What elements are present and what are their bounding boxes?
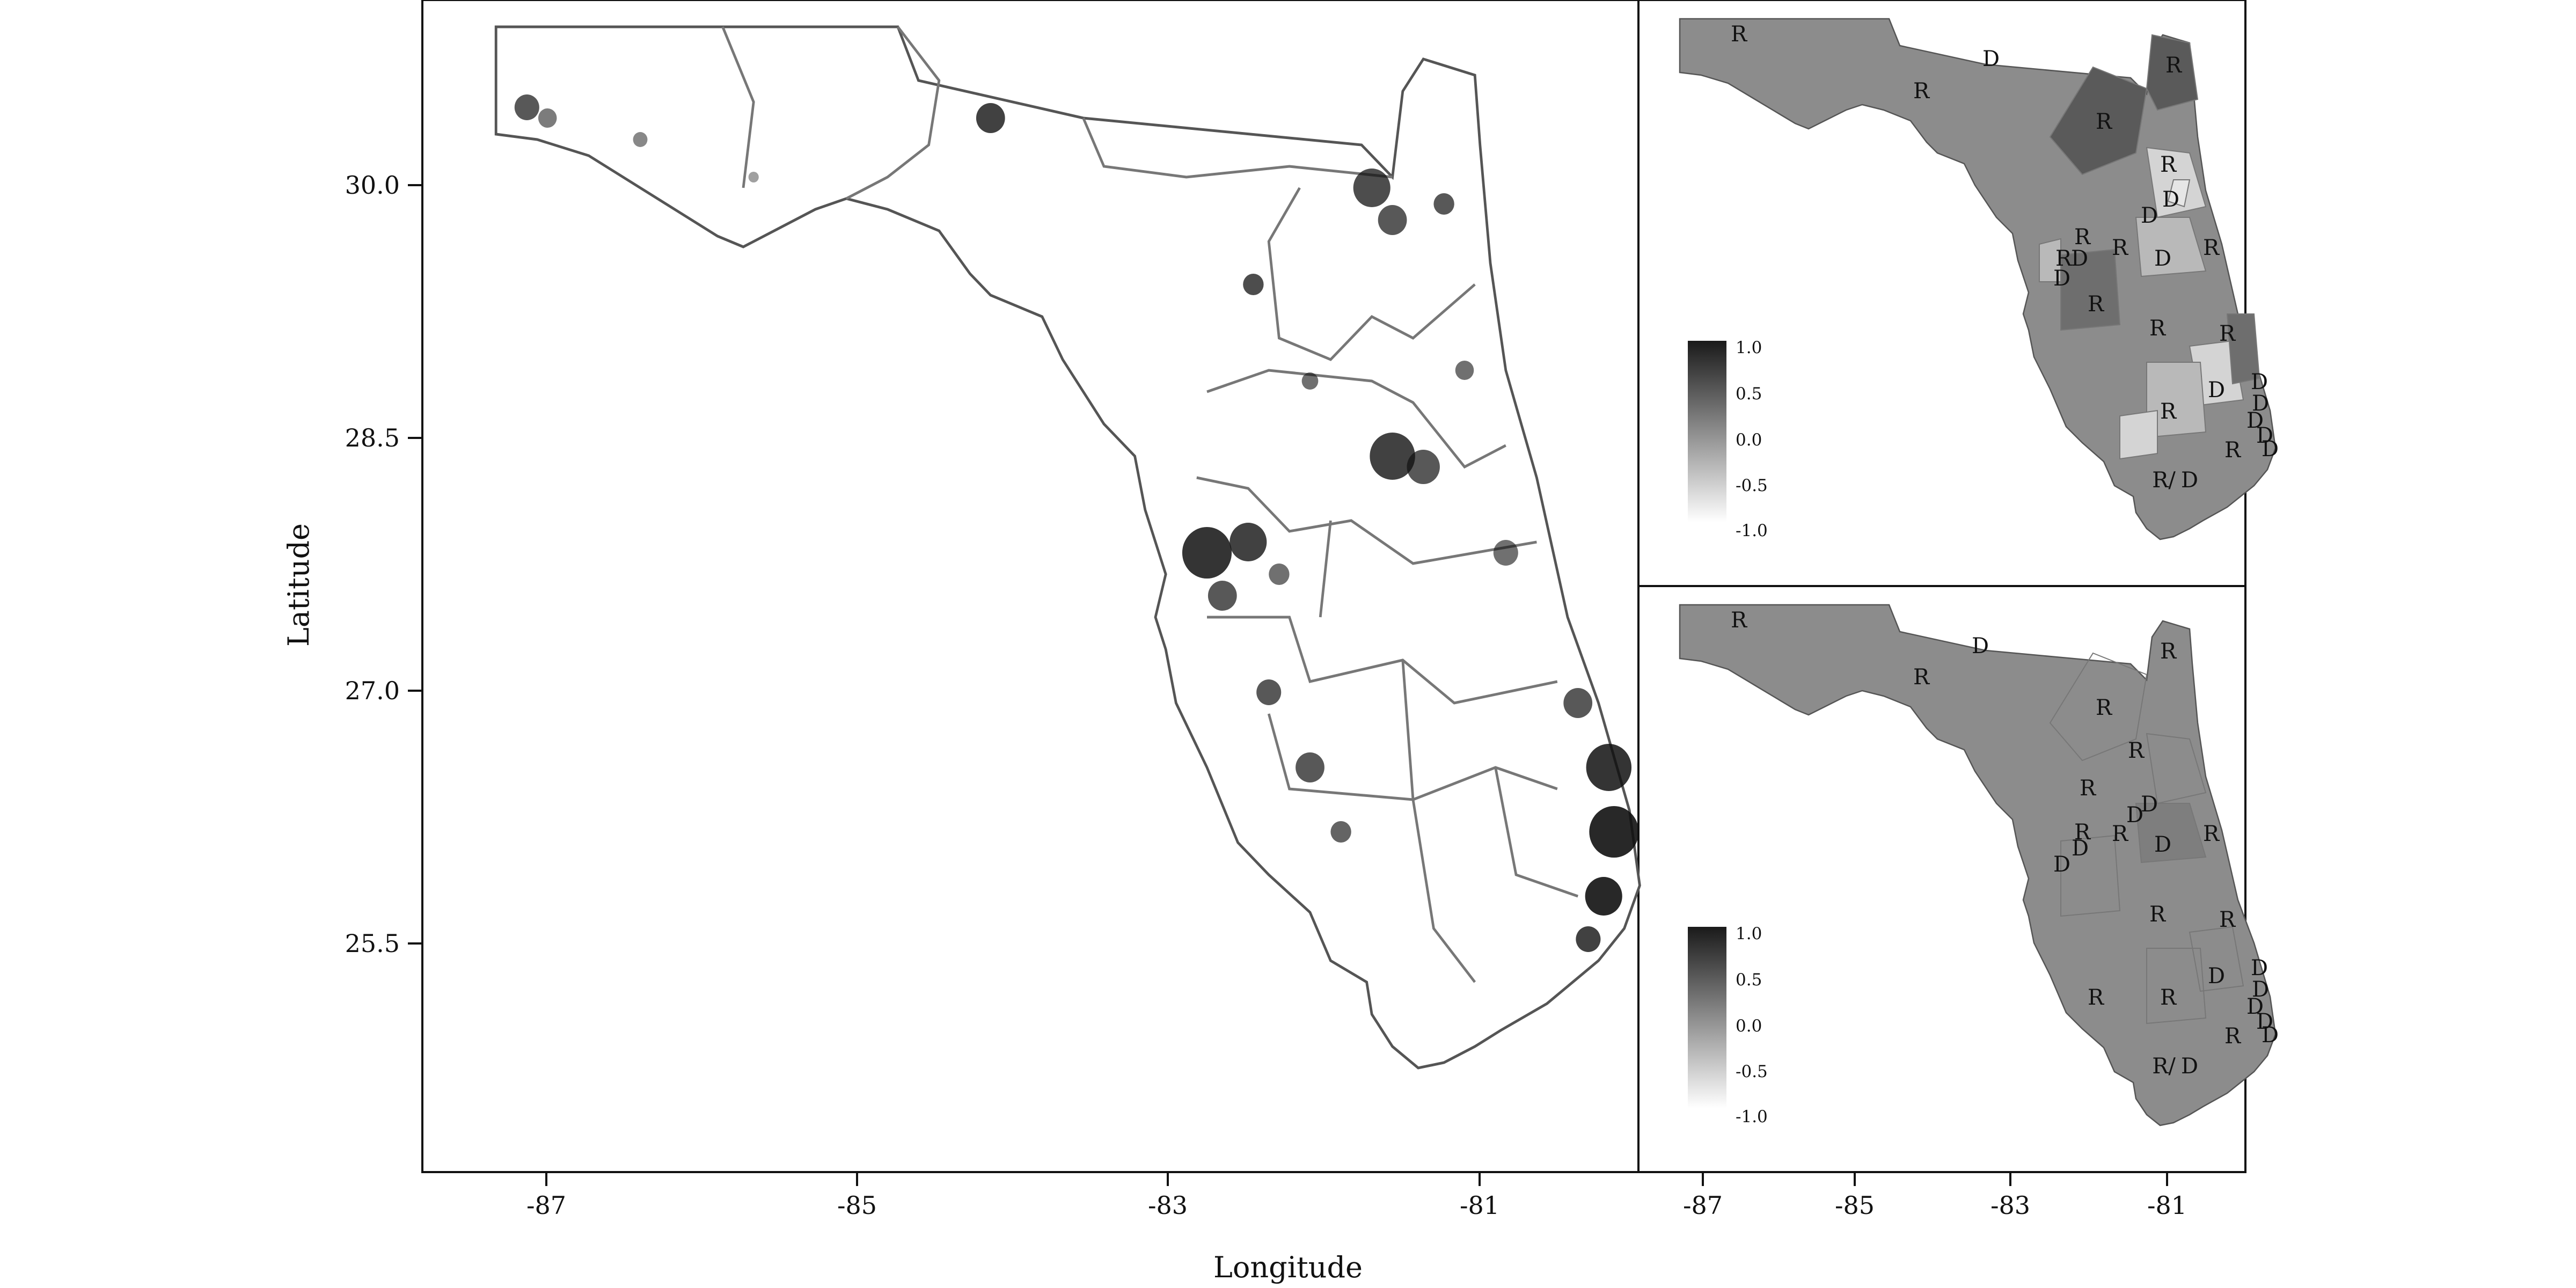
scale-label: 1.0 bbox=[1736, 924, 1762, 943]
top-inset-map: R D R R R R D D R D R D D R R R R D D R … bbox=[1679, 18, 2279, 540]
party-label: R bbox=[2149, 902, 2167, 927]
party-label: R bbox=[2224, 438, 2242, 463]
party-label: R bbox=[2160, 639, 2177, 664]
party-label: R bbox=[2160, 152, 2177, 177]
bottom-scale-legend: 1.0 0.5 0.0 -0.5 -1.0 bbox=[1688, 924, 1768, 1126]
party-label: D bbox=[2252, 977, 2269, 1002]
party-label: D bbox=[2053, 852, 2070, 877]
party-label: R bbox=[1913, 79, 1930, 104]
y-tick-label: 25.5 bbox=[345, 929, 400, 958]
party-label: D bbox=[2208, 964, 2225, 989]
x-tick-label: -83 bbox=[1990, 1191, 2030, 1220]
party-label: D bbox=[2053, 266, 2070, 291]
x-tick-label: -81 bbox=[2147, 1191, 2187, 1220]
party-label: D bbox=[2252, 391, 2269, 416]
party-label: R bbox=[2203, 822, 2220, 846]
scale-label: -0.5 bbox=[1736, 1062, 1768, 1081]
party-label: D bbox=[2141, 203, 2158, 228]
party-label: R bbox=[1731, 608, 1748, 633]
y-axis-title: Latitude bbox=[282, 523, 316, 647]
x-tick-label: -87 bbox=[1683, 1191, 1723, 1220]
party-label: R bbox=[2088, 985, 2105, 1010]
district-shading bbox=[2039, 34, 2260, 460]
party-label: D bbox=[2071, 246, 2088, 271]
y-tick-label: 28.5 bbox=[345, 423, 400, 452]
party-label: D bbox=[2208, 378, 2225, 402]
scale-label: 0.5 bbox=[1736, 970, 1762, 990]
main-florida-map bbox=[496, 27, 1640, 1068]
party-label: D bbox=[2154, 832, 2171, 857]
party-label: R bbox=[2088, 292, 2105, 317]
district-shading bbox=[2049, 652, 2244, 1024]
scale-label: -1.0 bbox=[1736, 521, 1768, 540]
scale-bar bbox=[1688, 341, 1726, 522]
party-label: R bbox=[2224, 1024, 2242, 1049]
scale-bar bbox=[1688, 927, 1726, 1108]
party-label: D bbox=[2246, 994, 2264, 1019]
party-label: R bbox=[2074, 820, 2091, 845]
party-label: R/ bbox=[2152, 468, 2176, 493]
x-tick-label: -81 bbox=[1460, 1191, 1499, 1220]
scale-label: -1.0 bbox=[1736, 1107, 1768, 1126]
party-label: D bbox=[2154, 246, 2171, 271]
party-label: D bbox=[2262, 437, 2279, 462]
top-inset-party-labels: R D R R R R D D R D R D D R R R R D D R … bbox=[1731, 22, 2279, 493]
party-label: R bbox=[2096, 109, 2113, 134]
party-label: D bbox=[2262, 1023, 2279, 1048]
party-label: R bbox=[2080, 776, 2097, 801]
x-tick-label: -87 bbox=[526, 1191, 566, 1220]
party-label: D bbox=[1982, 47, 2000, 71]
top-scale-legend: 1.0 0.5 0.0 -0.5 -1.0 bbox=[1688, 338, 1768, 540]
party-label: R bbox=[2219, 908, 2236, 932]
party-label: R bbox=[2112, 822, 2129, 846]
y-axis: 30.0 28.5 27.0 25.5 bbox=[345, 171, 422, 958]
party-label: R bbox=[2096, 696, 2113, 720]
bottom-inset-map: R D R R R R R D D R D D R D R R R D D R … bbox=[1679, 604, 2279, 1126]
party-label: R bbox=[2074, 225, 2091, 250]
scale-label: 0.0 bbox=[1736, 430, 1762, 450]
party-label: R bbox=[2203, 236, 2220, 260]
population-density-clusters bbox=[514, 94, 1639, 952]
party-label: D bbox=[2251, 370, 2268, 394]
x-tick-label: -83 bbox=[1148, 1191, 1188, 1220]
x-axis-inset: -87 -85 -83 -81 bbox=[1683, 1172, 2187, 1220]
x-axis-title: Longitude bbox=[1213, 1250, 1363, 1284]
y-tick-label: 27.0 bbox=[345, 676, 400, 705]
party-label: D bbox=[2181, 1054, 2198, 1079]
party-label: D bbox=[2256, 1009, 2273, 1034]
scale-label: 0.0 bbox=[1736, 1016, 1762, 1036]
party-label: D bbox=[2072, 836, 2089, 861]
party-label: D bbox=[2141, 792, 2158, 817]
party-label: D bbox=[2256, 423, 2273, 448]
scale-label: 0.5 bbox=[1736, 384, 1762, 404]
party-label: R bbox=[1913, 665, 1930, 690]
bottom-inset-party-labels: R D R R R R R D D R D D R D R R R D D R … bbox=[1731, 608, 2279, 1079]
y-tick-label: 30.0 bbox=[345, 171, 400, 200]
party-label: R bbox=[2165, 53, 2183, 78]
party-label: R bbox=[2112, 236, 2129, 260]
x-tick-label: -85 bbox=[1835, 1191, 1875, 1220]
party-label: R bbox=[1731, 22, 1748, 47]
party-label: D bbox=[2126, 803, 2143, 828]
party-label: R bbox=[2160, 399, 2177, 424]
x-tick-label: -85 bbox=[837, 1191, 877, 1220]
party-label: D bbox=[2246, 408, 2264, 433]
party-label: D bbox=[1972, 634, 1989, 658]
party-label: R/ bbox=[2152, 1054, 2176, 1079]
party-label: D bbox=[2251, 956, 2268, 980]
party-label: R bbox=[2128, 738, 2145, 763]
party-label: R bbox=[2149, 316, 2167, 341]
district-boundaries bbox=[721, 26, 1578, 983]
party-label: D bbox=[2162, 187, 2179, 212]
x-axis-main: -87 -85 -83 -81 bbox=[526, 1172, 1499, 1220]
party-label: R bbox=[2219, 321, 2236, 346]
scale-label: -0.5 bbox=[1736, 476, 1768, 495]
party-label: D bbox=[2181, 468, 2198, 493]
party-label: R bbox=[2055, 246, 2073, 271]
scale-label: 1.0 bbox=[1736, 338, 1762, 357]
party-label: R bbox=[2160, 985, 2177, 1010]
